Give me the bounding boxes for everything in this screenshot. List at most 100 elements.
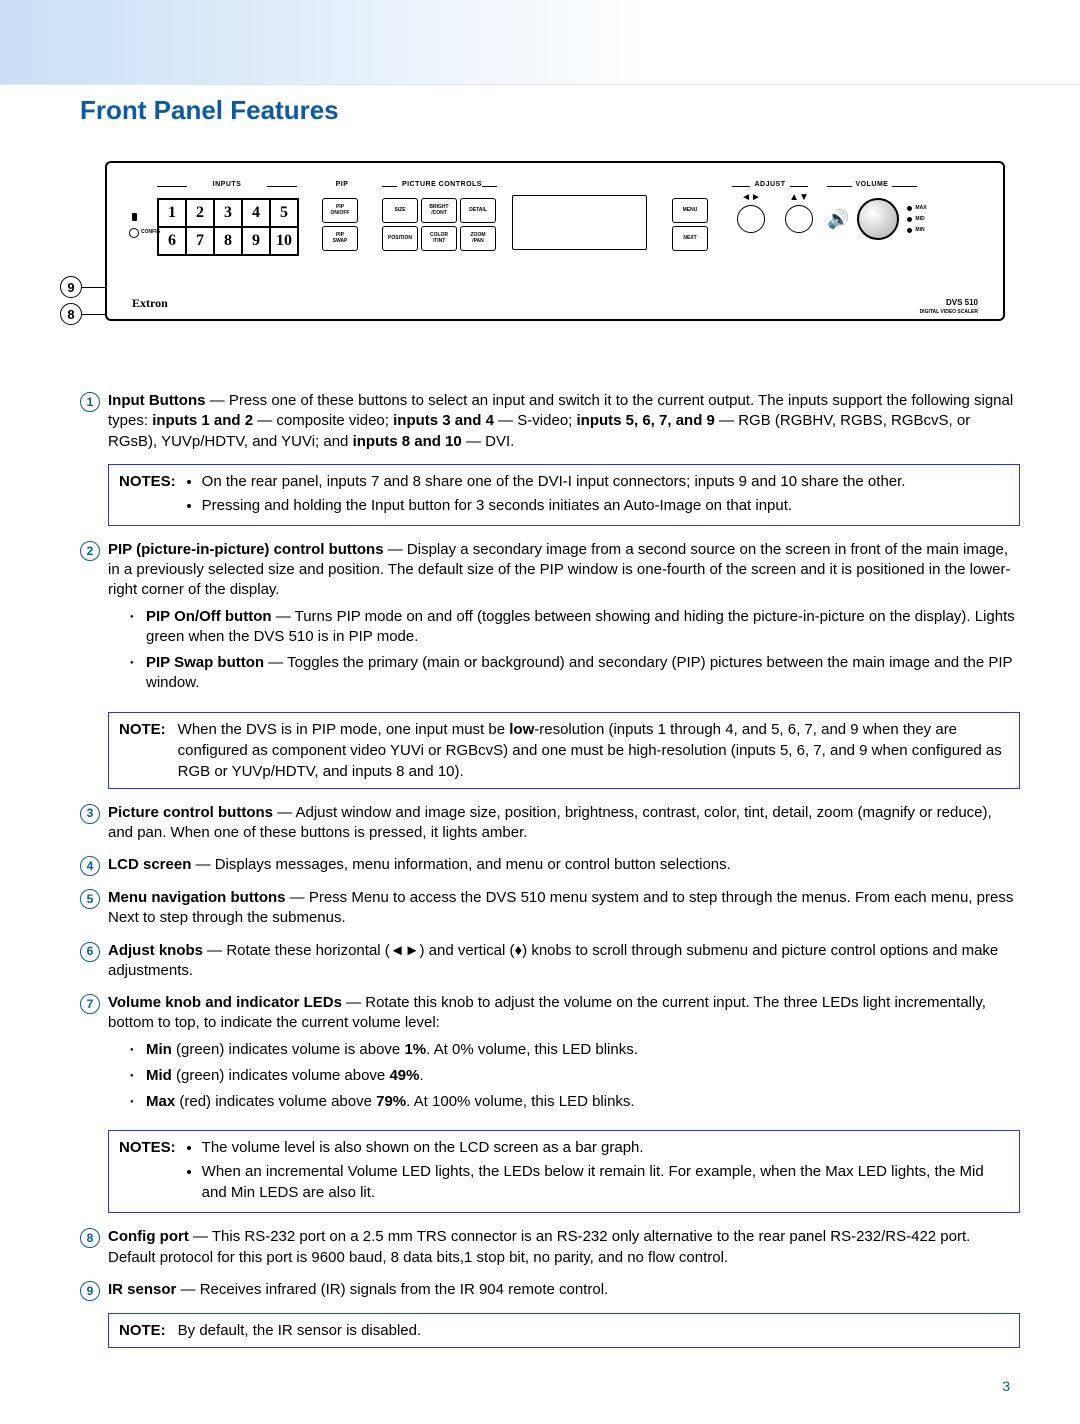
item-body: IR sensor — Receives infrared (IR) signa… xyxy=(108,1280,1020,1301)
input-button-2[interactable]: 2 xyxy=(186,199,214,227)
front-panel-diagram: 1234567 98 INPUTS PIP PICTURE CONTROLS A… xyxy=(60,161,1020,366)
note-content: When the DVS is in PIP mode, one input m… xyxy=(178,719,1009,782)
note-box: NOTE: By default, the IR sensor is disabl… xyxy=(108,1313,1020,1348)
header-gradient xyxy=(0,0,1080,85)
callout-9: 9 xyxy=(60,276,82,298)
item-number: 9 xyxy=(80,1281,100,1301)
note-bullet: On the rear panel, inputs 7 and 8 share … xyxy=(202,471,1009,492)
input-button-7[interactable]: 7 xyxy=(186,227,214,255)
item-number: 4 xyxy=(80,856,100,876)
note-box: NOTES: On the rear panel, inputs 7 and 8 … xyxy=(108,464,1020,526)
feature-item-3: 3Picture control buttons — Adjust window… xyxy=(80,803,1020,844)
input-button-8[interactable]: 8 xyxy=(214,227,242,255)
pip-button[interactable]: PIPON/OFF xyxy=(322,198,358,223)
note-box: NOTES:The volume level is also shown on … xyxy=(108,1130,1020,1213)
model-label: DVS 510 xyxy=(946,298,978,307)
page-number: 3 xyxy=(80,1378,1020,1394)
input-button-9[interactable]: 9 xyxy=(242,227,270,255)
speaker-icon: 🔊 xyxy=(827,209,849,230)
note-bullet: When an incremental Volume LED lights, t… xyxy=(202,1161,1009,1203)
picture-button[interactable]: ZOOM/PAN xyxy=(460,226,496,251)
item-body: Input Buttons — Press one of these butto… xyxy=(108,391,1020,452)
note-label: NOTE: xyxy=(119,1320,166,1341)
sub-bullet: PIP Swap button — Toggles the primary (m… xyxy=(128,653,1020,694)
note-bullet: The volume level is also shown on the LC… xyxy=(202,1137,1009,1158)
picture-button[interactable]: BRIGHT/CONT xyxy=(421,198,457,223)
feature-item-2: 2 PIP (picture-in-picture) control button… xyxy=(80,540,1020,700)
page-title: Front Panel Features xyxy=(80,95,1020,126)
label-volume: VOLUME xyxy=(847,181,897,188)
volume-section: 🔊 MAX MID MIN xyxy=(827,198,927,240)
sub-bullet: Max (red) indicates volume above 79%. At… xyxy=(128,1092,1020,1112)
picture-button[interactable]: POSITION xyxy=(382,226,418,251)
picture-button[interactable]: DETAIL xyxy=(460,198,496,223)
device-panel: INPUTS PIP PICTURE CONTROLS ADJUST VOLUM… xyxy=(105,161,1005,321)
label-picture: PICTURE CONTROLS xyxy=(392,181,492,188)
item-number: 6 xyxy=(80,942,100,962)
label-adjust: ADJUST xyxy=(745,181,795,188)
horizontal-knob[interactable]: ◄► xyxy=(737,205,765,233)
feature-item-6: 6 Adjust knobs — Rotate these horizontal … xyxy=(80,941,1020,982)
menu-button-menu[interactable]: MENU xyxy=(672,198,708,223)
volume-leds: MAX MID MIN xyxy=(907,205,926,233)
feature-item-5: 5 Menu navigation buttons — Press Menu to… xyxy=(80,888,1020,929)
menu-button-next[interactable]: NEXT xyxy=(672,226,708,251)
label-pip: PIP xyxy=(327,181,357,188)
volume-knob[interactable] xyxy=(857,198,899,240)
note-content: On the rear panel, inputs 7 and 8 share … xyxy=(188,471,1009,519)
item-body: PIP (picture-in-picture) control buttons… xyxy=(108,540,1020,700)
feature-item-4: 4 LCD screen — Displays messages, menu in… xyxy=(80,855,1020,876)
picture-button[interactable]: SIZE xyxy=(382,198,418,223)
note-label: NOTE: xyxy=(119,719,166,782)
feature-item-8: 8 Config port — This RS-232 port on a 2.5… xyxy=(80,1227,1020,1268)
label-inputs: INPUTS xyxy=(187,181,267,188)
led-mid: MID xyxy=(907,216,926,222)
item-number: 5 xyxy=(80,889,100,909)
sub-bullet: Min (green) indicates volume is above 1%… xyxy=(128,1040,1020,1060)
input-button-1[interactable]: 1 xyxy=(158,199,186,227)
item-body: LCD screen — Displays messages, menu inf… xyxy=(108,855,1020,876)
input-button-10[interactable]: 10 xyxy=(270,227,298,255)
page-content: Front Panel Features 1234567 98 INPUTS P… xyxy=(0,85,1080,1424)
item-number: 7 xyxy=(80,994,100,1014)
item-number: 8 xyxy=(80,1228,100,1248)
ir-sensor xyxy=(132,213,137,221)
input-button-5[interactable]: 5 xyxy=(270,199,298,227)
config-port xyxy=(129,228,139,238)
input-button-4[interactable]: 4 xyxy=(242,199,270,227)
sub-bullet: PIP On/Off button — Turns PIP mode on an… xyxy=(128,607,1020,648)
led-max: MAX xyxy=(907,205,926,211)
feature-item-9: 9 IR sensor — Receives infrared (IR) sign… xyxy=(80,1280,1020,1301)
item-body: Adjust knobs — Rotate these horizontal (… xyxy=(108,941,1020,982)
note-label: NOTES: xyxy=(119,471,176,519)
callout-8: 8 xyxy=(60,303,82,325)
input-buttons-grid: 12345 678910 xyxy=(157,198,299,256)
item-number: 1 xyxy=(80,392,100,412)
feature-item-1: 1 Input Buttons — Press one of these butt… xyxy=(80,391,1020,452)
note-content: The volume level is also shown on the LC… xyxy=(188,1137,1009,1206)
pip-buttons: PIPON/OFF PIPSWAP xyxy=(322,198,358,251)
item-body: Volume knob and indicator LEDs — Rotate … xyxy=(108,993,1020,1118)
item-body: Config port — This RS-232 port on a 2.5 … xyxy=(108,1227,1020,1268)
led-min: MIN xyxy=(907,227,926,233)
input-button-6[interactable]: 6 xyxy=(158,227,186,255)
brand-label: Extron xyxy=(132,296,168,311)
menu-buttons: MENU NEXT xyxy=(672,198,708,251)
picture-control-buttons: SIZEBRIGHT/CONTDETAIL POSITIONCOLOR/TINTZ… xyxy=(382,198,496,251)
item-body: Menu navigation buttons — Press Menu to … xyxy=(108,888,1020,929)
picture-button[interactable]: COLOR/TINT xyxy=(421,226,457,251)
note-box: NOTE: When the DVS is in PIP mode, one in… xyxy=(108,712,1020,789)
feature-item-7: 7 Volume knob and indicator LEDs — Rotate… xyxy=(80,993,1020,1118)
lcd-screen xyxy=(512,195,647,250)
pip-button[interactable]: PIPSWAP xyxy=(322,226,358,251)
config-label: CONFIG xyxy=(141,229,160,235)
item-body: Picture control buttons — Adjust window … xyxy=(108,803,1020,844)
vertical-knob[interactable]: ▲▼ xyxy=(785,205,813,233)
model-sublabel: DIGITAL VIDEO SCALER xyxy=(920,309,978,315)
feature-list: 1 Input Buttons — Press one of these butt… xyxy=(80,391,1020,1348)
note-content: By default, the IR sensor is disabled. xyxy=(178,1320,1009,1341)
note-bullet: Pressing and holding the Input button fo… xyxy=(202,495,1009,516)
input-button-3[interactable]: 3 xyxy=(214,199,242,227)
item-number: 2 xyxy=(80,541,100,561)
adjust-knobs: ◄► ▲▼ xyxy=(737,205,813,233)
